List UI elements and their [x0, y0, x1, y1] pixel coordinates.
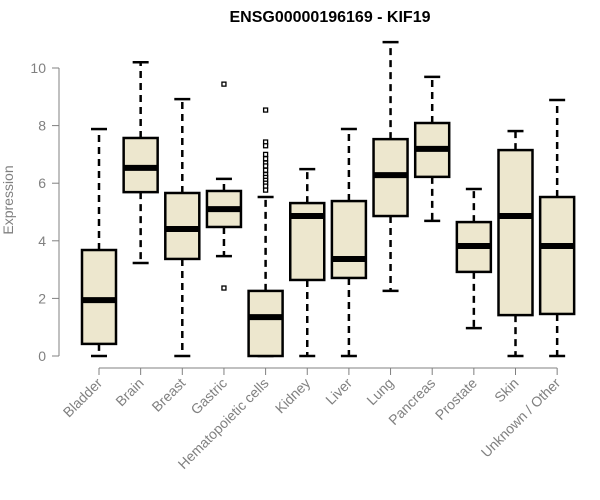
box-group: [122, 60, 159, 265]
y-axis-title: Expression: [0, 165, 16, 234]
box: [538, 195, 576, 316]
outlier-point: [262, 187, 269, 193]
chart-title: ENSG00000196169 - KIF19: [229, 9, 430, 26]
y-tick-label: 6: [38, 175, 46, 191]
box: [80, 248, 118, 346]
x-tick-label: Lung: [363, 375, 396, 408]
y-tick-label: 10: [30, 60, 46, 76]
y-tick-label: 4: [38, 233, 46, 249]
y-tick-label: 2: [38, 290, 46, 306]
outlier-point: [262, 107, 269, 113]
box-group: [330, 127, 368, 358]
x-tick-label: Unknown / Other: [478, 375, 564, 461]
x-tick-label: Prostate: [432, 375, 480, 423]
outlier-point: [262, 156, 269, 162]
box-group: [80, 127, 118, 358]
x-tick-label: Bladder: [60, 375, 106, 421]
box: [247, 289, 284, 358]
box: [330, 199, 368, 280]
x-tick-label: Liver: [322, 375, 355, 408]
box: [497, 148, 534, 317]
box-group: [413, 75, 451, 223]
x-tick-label: Brain: [112, 375, 146, 409]
outlier-point: [262, 167, 269, 173]
box: [164, 191, 201, 261]
y-tick-label: 8: [38, 118, 46, 134]
y-tick-label: 0: [38, 348, 46, 364]
box-group: [205, 81, 243, 291]
box-group: [289, 167, 326, 358]
box-group: [372, 40, 409, 293]
x-tick-label: Kidney: [272, 375, 314, 417]
boxes: [80, 40, 576, 358]
x-tick-label: Skin: [491, 375, 522, 406]
outlier-point: [262, 163, 269, 169]
y-axis: 0 2 4 6 8 10: [30, 60, 60, 364]
box-group: [538, 98, 576, 358]
x-tick-label: Breast: [148, 375, 188, 415]
box-group: [455, 187, 493, 330]
box-group: [164, 97, 201, 358]
box-group: [497, 129, 534, 358]
outlier-point: [221, 285, 227, 291]
outlier-point: [262, 143, 269, 149]
outlier-point: [262, 151, 269, 158]
outlier-point: [221, 81, 227, 87]
box-group: [247, 107, 284, 358]
